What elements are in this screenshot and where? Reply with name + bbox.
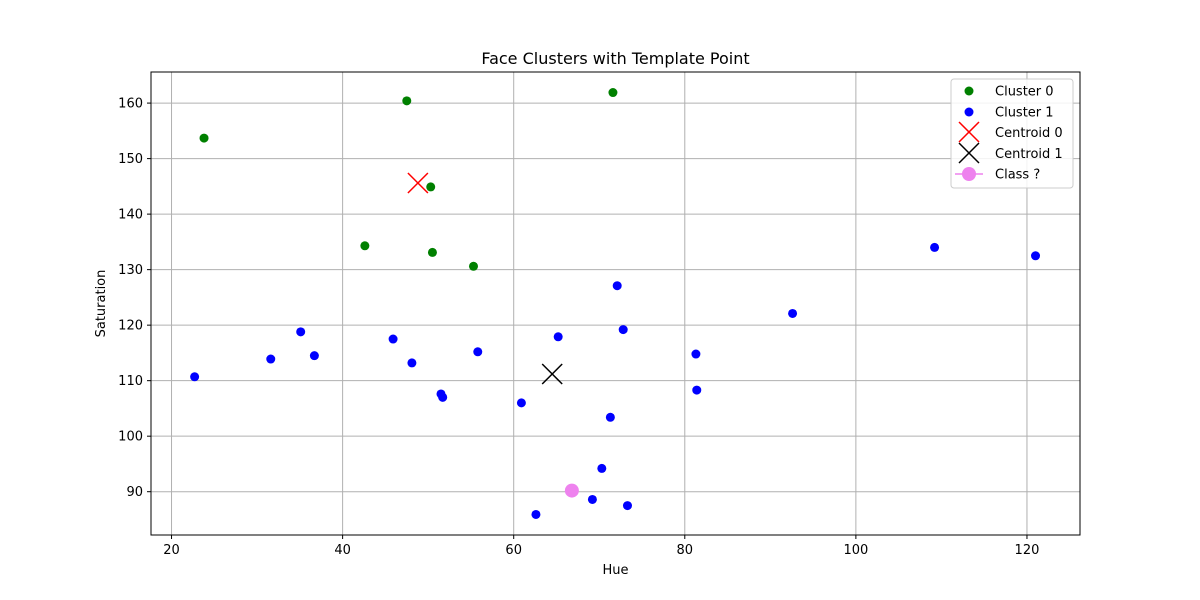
- cluster-0-point: [427, 247, 437, 257]
- data-points: [190, 88, 1041, 519]
- y-tick-label: 130: [118, 263, 143, 278]
- cluster-1-point: [622, 501, 632, 511]
- cluster-1-point: [553, 332, 563, 342]
- cluster-1-point: [605, 412, 615, 422]
- chart-title: Face Clusters with Template Point: [481, 49, 749, 68]
- legend-marker-centroid-0: [958, 121, 980, 143]
- y-tick-label: 140: [118, 208, 143, 223]
- x-tick-label: 100: [843, 543, 868, 558]
- cluster-1-point: [407, 358, 417, 368]
- cluster-1-point: [930, 242, 940, 252]
- legend-frame: [950, 78, 1074, 189]
- cluster-1-point: [788, 308, 798, 318]
- cluster-1-point: [473, 347, 483, 357]
- cluster-0-point: [608, 88, 618, 98]
- legend-marker-cluster-1: [964, 107, 974, 117]
- plot-area-frame: [150, 71, 1081, 536]
- legend-marker-centroid-1: [958, 142, 980, 164]
- cluster-1-point: [612, 281, 622, 291]
- cluster-1-point: [296, 327, 306, 337]
- legend-marker-cluster-0: [964, 86, 974, 96]
- legend-label-centroid-1: Centroid 1: [995, 147, 1063, 162]
- cluster-1-point: [587, 494, 597, 504]
- y-tick-label: 150: [118, 152, 143, 167]
- y-tick-label: 120: [118, 319, 143, 334]
- cluster-1-point: [388, 334, 398, 344]
- cluster-1-point: [266, 354, 276, 364]
- y-tick-label: 100: [118, 430, 143, 445]
- centroid-1-marker: [541, 363, 563, 385]
- legend-label-cluster-1: Cluster 1: [995, 106, 1054, 121]
- x-tick-label: 60: [505, 543, 522, 558]
- cluster-1-point: [1031, 251, 1041, 261]
- cluster-0-point: [426, 182, 436, 192]
- cluster-1-point: [516, 398, 526, 408]
- grid: [151, 72, 1080, 535]
- x-tick-label: 20: [163, 543, 180, 558]
- y-tick-label: 160: [118, 97, 143, 112]
- x-tick-label: 40: [334, 543, 351, 558]
- cluster-1-point: [691, 349, 701, 359]
- cluster-0-point: [360, 241, 370, 251]
- cluster-1-point: [190, 372, 200, 382]
- cluster-1-point: [309, 351, 319, 361]
- legend-marker-class: [962, 167, 976, 181]
- cluster-1-point: [597, 463, 607, 473]
- cluster-1-point: [618, 325, 628, 335]
- cluster-0-point: [402, 96, 412, 106]
- cluster-1-point: [692, 385, 702, 395]
- cluster-0-point: [468, 261, 478, 271]
- cluster-1-point: [438, 392, 448, 402]
- legend: Cluster 0 Cluster 1 Centroid 0 Centroid …: [950, 78, 1074, 189]
- legend-label-cluster-0: Cluster 0: [995, 85, 1054, 100]
- legend-label-class: Class ?: [995, 168, 1040, 183]
- x-axis-label: Hue: [602, 563, 628, 578]
- x-tick-label: 120: [1015, 543, 1040, 558]
- template-point: [564, 483, 579, 498]
- plot-area-background: [151, 72, 1080, 535]
- y-tick-label: 90: [126, 485, 143, 500]
- cluster-1-point: [531, 509, 541, 519]
- legend-label-centroid-0: Centroid 0: [995, 126, 1063, 141]
- centroid-0-marker: [407, 172, 429, 194]
- y-axis-label: Saturation: [94, 270, 109, 338]
- x-tick-label: 80: [677, 543, 694, 558]
- cluster-0-point: [199, 133, 209, 143]
- axis-ticks: 20 40 60 80 100 120 90 100 110 120 130 140 150 160: [118, 97, 1039, 558]
- y-tick-label: 110: [118, 374, 143, 389]
- legend-entries: [955, 86, 983, 181]
